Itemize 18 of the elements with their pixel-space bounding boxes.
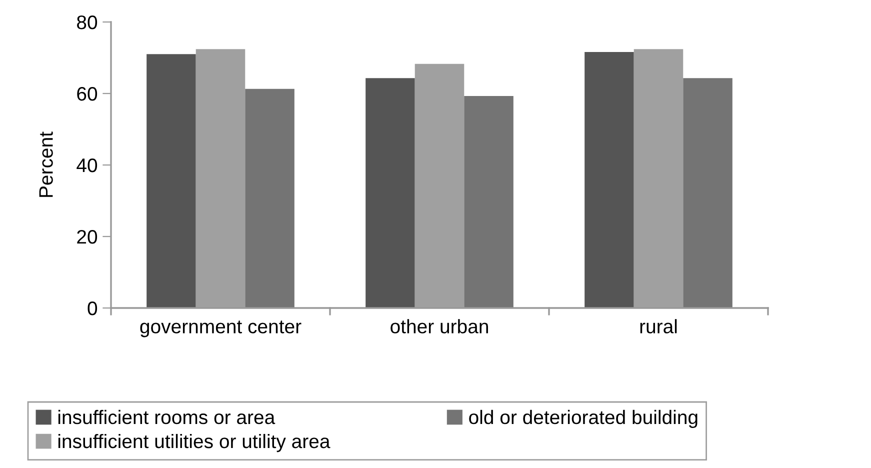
x-tick-label: government center bbox=[140, 320, 302, 338]
bar bbox=[146, 54, 196, 308]
legend-label: insufficient rooms or area bbox=[58, 410, 276, 424]
x-tick-label: other urban bbox=[390, 319, 488, 334]
x-tick-label: rural bbox=[640, 319, 677, 334]
bar bbox=[464, 96, 514, 308]
y-tick-label: 80 bbox=[77, 15, 98, 30]
bar bbox=[366, 78, 415, 308]
bar bbox=[683, 78, 732, 308]
bar bbox=[584, 52, 634, 308]
bar bbox=[245, 88, 294, 308]
y-tick-label: 0 bbox=[88, 301, 98, 316]
y-tick-label: 60 bbox=[77, 86, 98, 101]
y-tick-label: 40 bbox=[76, 158, 98, 172]
y-axis-title: Percent bbox=[39, 132, 53, 197]
legend-label: old or deteriorated building bbox=[469, 410, 698, 428]
y-tick-label: 20 bbox=[77, 230, 98, 244]
legend-label: insufficient utilities or utility area bbox=[58, 434, 330, 452]
